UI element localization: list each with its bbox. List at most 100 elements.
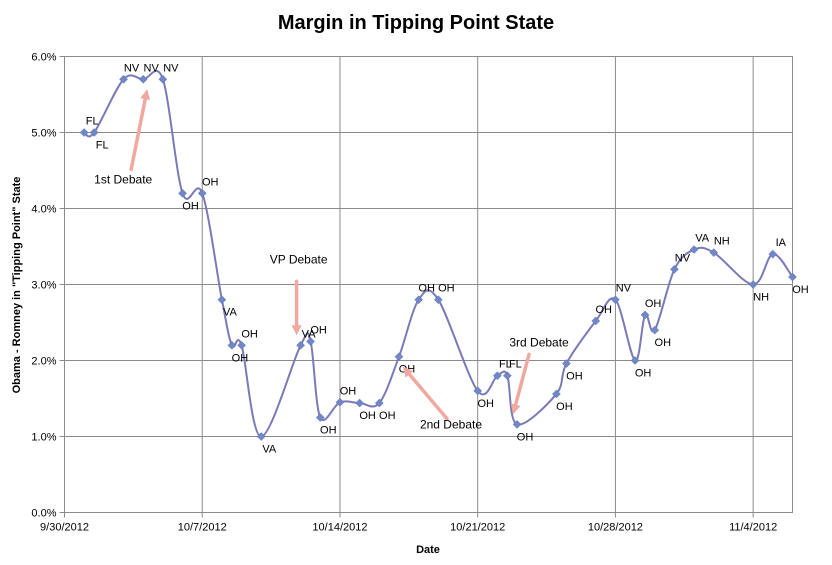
y-tick-label: 0.0% xyxy=(31,508,56,520)
data-point xyxy=(512,419,522,429)
data-point xyxy=(178,188,187,198)
data-point xyxy=(788,272,797,282)
point-label: OH xyxy=(202,176,219,188)
data-point xyxy=(355,398,364,408)
annotation-arrow xyxy=(129,97,147,172)
data-point xyxy=(640,310,650,320)
data-point xyxy=(611,295,620,305)
annotation-arrowhead xyxy=(140,89,151,101)
y-tick-label: 4.0% xyxy=(31,204,56,216)
data-point xyxy=(562,359,571,368)
x-tick-label: 10/14/2012 xyxy=(312,522,367,534)
annotation-arrowhead xyxy=(402,366,414,378)
point-label: OH xyxy=(595,304,612,316)
point-label: OH xyxy=(556,401,573,413)
point-label: OH xyxy=(438,283,455,295)
point-label: OH xyxy=(182,200,199,212)
y-tick-label: 3.0% xyxy=(31,280,56,292)
point-label: NV xyxy=(675,252,691,264)
x-tick-label: 9/30/2012 xyxy=(40,522,89,534)
point-label: OH xyxy=(655,337,672,349)
y-axis-title: Obama - Romney in "Tipping Point" State xyxy=(11,177,23,394)
point-label: FL xyxy=(499,359,512,371)
point-label: OH xyxy=(241,328,258,340)
data-point xyxy=(670,264,679,274)
data-point xyxy=(591,316,601,326)
data-point xyxy=(414,295,424,305)
annotation-label: 1st Debate xyxy=(94,172,152,186)
x-tick-label: 11/4/2012 xyxy=(729,522,777,534)
point-label: VA xyxy=(262,444,277,456)
data-point xyxy=(374,398,384,408)
x-tick-label: 10/28/2012 xyxy=(588,522,643,534)
y-tick-label: 1.0% xyxy=(31,432,56,444)
data-point xyxy=(217,295,227,305)
y-tick-label: 2.0% xyxy=(31,356,56,368)
point-label: OH xyxy=(379,410,396,422)
annotation-arrow xyxy=(513,352,531,407)
data-point xyxy=(689,245,699,254)
data-point xyxy=(296,340,305,350)
data-point xyxy=(768,249,778,259)
point-label: OH xyxy=(477,398,494,410)
chart-title: Margin in Tipping Point State xyxy=(278,12,554,34)
markers xyxy=(79,74,797,441)
x-tick-label: 10/7/2012 xyxy=(178,522,227,534)
point-label: OH xyxy=(566,371,583,383)
data-point xyxy=(650,325,660,335)
y-tick-label: 5.0% xyxy=(31,128,56,140)
point-label: NV xyxy=(616,283,632,295)
x-tick-label: 10/21/2012 xyxy=(450,522,505,534)
data-point xyxy=(237,340,246,350)
data-point xyxy=(138,74,148,84)
annotation-arrowhead xyxy=(291,325,302,336)
y-tick-label: 6.0% xyxy=(31,52,56,64)
data-point xyxy=(256,432,266,441)
point-label: OH xyxy=(635,368,652,380)
data-point xyxy=(119,74,128,84)
point-label: OH xyxy=(517,431,534,443)
point-label: VA xyxy=(223,307,238,319)
data-point xyxy=(709,248,719,257)
point-label: VA xyxy=(302,328,317,340)
point-label: OH xyxy=(359,410,376,422)
point-label: NV xyxy=(124,62,140,74)
data-point xyxy=(197,188,207,198)
data-point xyxy=(630,356,640,365)
data-point xyxy=(394,352,404,362)
point-label: FL xyxy=(96,140,109,152)
point-label: NH xyxy=(714,236,730,248)
data-point xyxy=(748,280,758,289)
point-label: OH xyxy=(320,425,337,437)
annotation-arrowhead xyxy=(510,403,521,415)
data-point xyxy=(493,371,502,381)
x-axis-title: Date xyxy=(416,544,440,556)
point-label: FL xyxy=(509,359,522,371)
point-label: OH xyxy=(645,298,662,310)
data-point xyxy=(79,128,89,137)
point-label: IA xyxy=(776,237,787,249)
annotation-label: 3rd Debate xyxy=(509,335,569,349)
point-label: OH xyxy=(232,352,249,364)
point-label: FL xyxy=(86,116,99,128)
data-point xyxy=(89,128,99,137)
point-label: OH xyxy=(792,284,809,296)
data-point xyxy=(315,413,325,422)
point-label: NH xyxy=(753,292,769,304)
point-label: OH xyxy=(310,325,327,337)
annotation-label: VP Debate xyxy=(270,252,328,266)
data-point xyxy=(158,74,168,84)
annotation-label: 2nd Debate xyxy=(420,418,482,432)
point-label: NV xyxy=(144,62,160,74)
point-label: NV xyxy=(163,62,179,74)
point-label: VA xyxy=(695,233,710,245)
data-point xyxy=(552,389,561,399)
data-point xyxy=(433,295,443,305)
point-label: OH xyxy=(340,385,357,397)
data-point xyxy=(306,337,315,346)
data-point xyxy=(503,371,512,381)
point-label: OH xyxy=(418,283,435,295)
